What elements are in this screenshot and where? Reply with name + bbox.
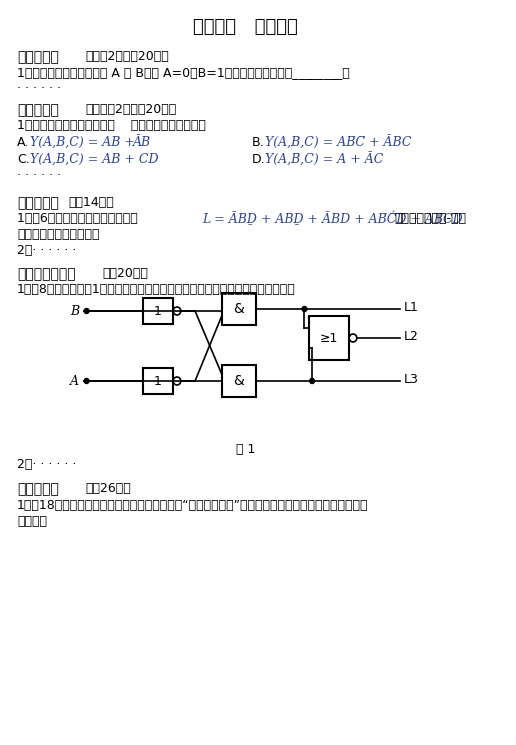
Text: 1、若各门电路的输入均为 A 和 B，且 A=0，B=1；则或非门的输出为________。: 1、若各门电路的输入均为 A 和 B，且 A=0，B=1；则或非门的输出为___…	[17, 66, 350, 79]
Text: 五、设计题: 五、设计题	[17, 482, 59, 496]
Text: A.: A.	[17, 136, 29, 149]
Text: A: A	[70, 375, 79, 387]
Bar	[309, 316, 349, 360]
Text: 1、（8分）试分析图1所示电路的逻辑功能。（要求：写出表达式，列出真值表）: 1、（8分）试分析图1所示电路的逻辑功能。（要求：写出表达式，列出真值表）	[17, 283, 296, 296]
Bar	[143, 368, 173, 394]
Text: Y(A,B,C) = AB + CD: Y(A,B,C) = AB + CD	[30, 153, 159, 166]
Text: 2、· · · · · ·: 2、· · · · · ·	[17, 244, 76, 257]
Text: B.: B.	[252, 136, 265, 149]
Text: L = ĀBḎ + ABḎ + ĀBD + AB̅Ć̅D + AB̅CD: L = ĀBḎ + ABḎ + ĀBD + AB̅Ć̅D + AB̅CD	[202, 212, 462, 226]
Text: 1: 1	[154, 375, 162, 387]
Text: 一、填空题: 一、填空题	[17, 50, 59, 64]
Text: C.: C.	[17, 153, 30, 166]
Text: L2: L2	[404, 329, 418, 343]
Text: 1、！18分）试设计一个三人表决电路，结果按“少数服从多数”的原则决定。分别采用如下两种方案进: 1、！18分）试设计一个三人表决电路，结果按“少数服从多数”的原则决定。分别采用…	[17, 499, 368, 512]
Text: Y(A,B,C) = AB̅C̅ + ĀBC: Y(A,B,C) = AB̅C̅ + ĀBC	[265, 136, 412, 150]
Text: ĀB: ĀB	[133, 136, 151, 149]
Text: Y(A,B,C) = A + ĀC: Y(A,B,C) = A + ĀC	[265, 153, 384, 167]
Text: 四、综合分析题: 四、综合分析题	[17, 267, 76, 281]
Text: Y(A,B,C) = AB +: Y(A,B,C) = AB +	[30, 136, 139, 149]
Text: L1: L1	[404, 300, 418, 314]
Text: 二、选择题: 二、选择题	[17, 103, 59, 117]
Text: （全14分）: （全14分）	[69, 196, 114, 209]
Circle shape	[310, 378, 314, 384]
Text: 图 1: 图 1	[236, 443, 255, 456]
Text: 1、（6分）用代数法将逻辑表达式: 1、（6分）用代数法将逻辑表达式	[17, 212, 142, 225]
Bar	[222, 293, 256, 325]
Text: ≥1: ≥1	[320, 332, 338, 344]
Circle shape	[84, 308, 89, 314]
Text: L3: L3	[404, 372, 418, 385]
Text: （每空2分，全20分）: （每空2分，全20分）	[86, 50, 169, 63]
Text: 化简为最简的与-或表: 化简为最简的与-或表	[395, 212, 467, 225]
Bar	[143, 298, 173, 324]
Text: 达式，请写出化简步骤。: 达式，请写出化简步骤。	[17, 228, 100, 241]
Text: （每小题2分，全20分）: （每小题2分，全20分）	[86, 103, 177, 116]
Circle shape	[302, 306, 307, 311]
Text: &: &	[233, 302, 244, 316]
Text: 2、· · · · · ·: 2、· · · · · ·	[17, 458, 76, 471]
Text: · · · · · ·: · · · · · ·	[17, 169, 61, 182]
Text: 行设计：: 行设计：	[17, 515, 47, 528]
Text: D.: D.	[252, 153, 266, 166]
Text: （全20分）: （全20分）	[103, 267, 149, 280]
Circle shape	[84, 378, 89, 384]
Text: B: B	[70, 305, 79, 317]
Text: 1: 1	[154, 305, 162, 317]
Text: · · · · · ·: · · · · · ·	[17, 82, 61, 95]
Text: 三、化简题: 三、化简题	[17, 196, 59, 210]
Text: &: &	[233, 374, 244, 388]
Text: 1、下面的函数表达式中，（    ）是最简与或表达式。: 1、下面的函数表达式中，（ ）是最简与或表达式。	[17, 119, 206, 132]
Text: 第三部分   题型举例: 第三部分 题型举例	[193, 18, 298, 36]
Bar	[222, 365, 256, 397]
Text: （全26分）: （全26分）	[86, 482, 132, 495]
